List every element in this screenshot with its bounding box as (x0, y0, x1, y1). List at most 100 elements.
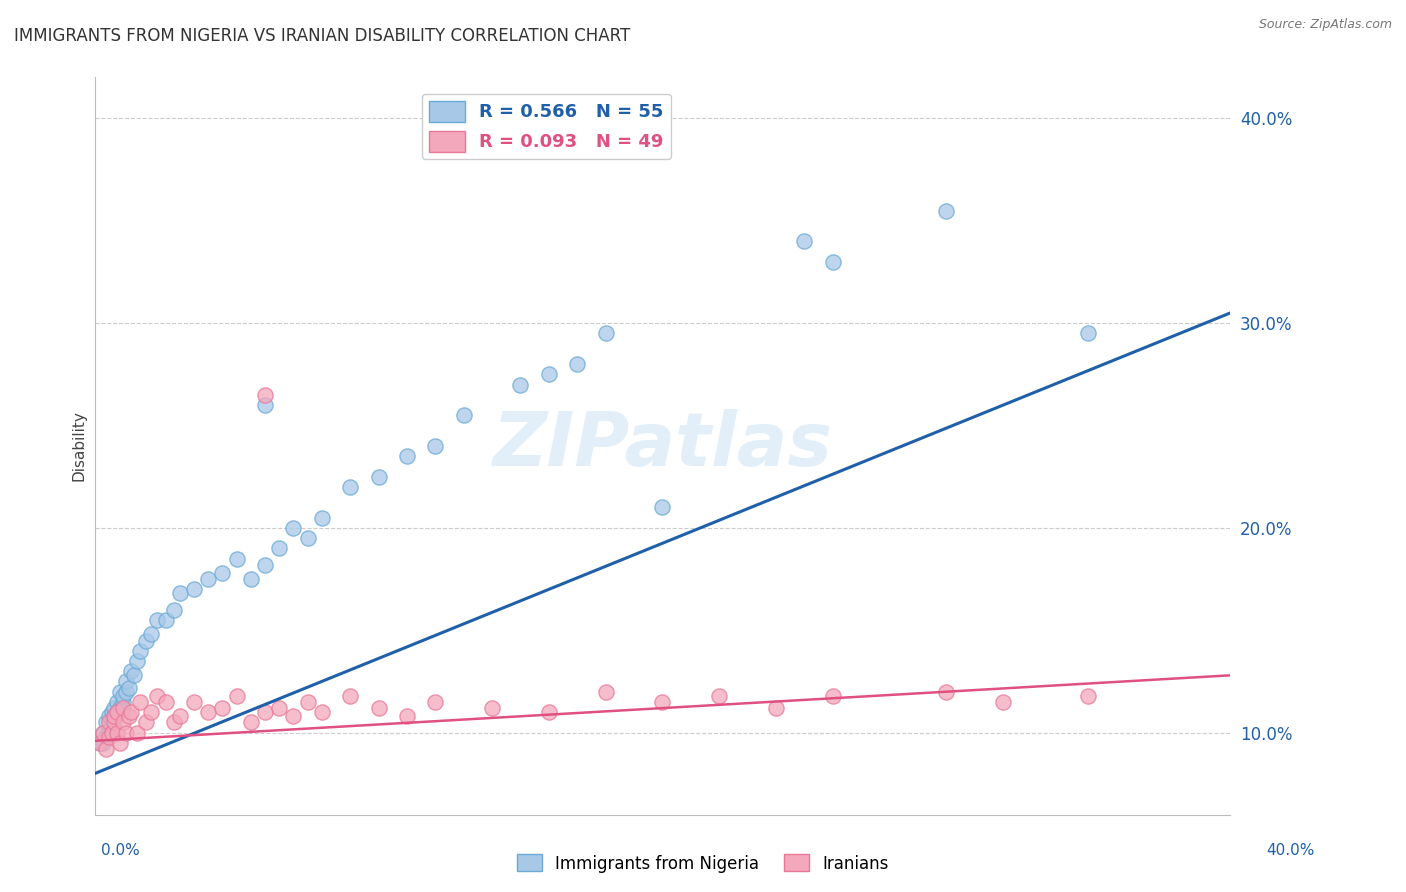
Point (395, 449, 418, 463)
Point (297, 695, 319, 709)
Point (94, 742, 117, 756)
Point (537, 368, 560, 382)
Text: IMMIGRANTS FROM NIGERIA VS IRANIAN DISABILITY CORRELATION CHART: IMMIGRANTS FROM NIGERIA VS IRANIAN DISAB… (14, 27, 630, 45)
Point (114, 684, 136, 698)
Point (100, 705, 122, 719)
Point (395, 709, 418, 723)
Point (124, 668, 146, 682)
Point (537, 705, 560, 719)
Point (97, 709, 120, 723)
Text: Source: ZipAtlas.com: Source: ZipAtlas.com (1258, 18, 1392, 31)
Point (311, 510, 333, 524)
Point (509, 377, 531, 392)
Point (114, 674, 136, 689)
Point (935, 203, 957, 218)
Point (197, 705, 219, 719)
Point (339, 480, 361, 494)
Point (425, 695, 447, 709)
Point (111, 689, 134, 703)
Point (481, 701, 503, 715)
Point (146, 689, 169, 703)
Point (339, 689, 361, 703)
Point (253, 388, 276, 402)
Point (108, 736, 131, 750)
Point (105, 695, 128, 709)
Point (269, 541, 291, 556)
Point (169, 586, 191, 600)
Point (183, 695, 205, 709)
Point (567, 357, 589, 371)
Point (129, 644, 152, 658)
Point (97, 715, 120, 730)
Point (183, 582, 205, 597)
Point (105, 725, 128, 739)
Point (94, 715, 117, 730)
Point (765, 701, 787, 715)
Point (103, 715, 125, 730)
Legend: Immigrants from Nigeria, Iranians: Immigrants from Nigeria, Iranians (510, 847, 896, 880)
Point (127, 725, 149, 739)
Point (367, 469, 389, 483)
Point (709, 689, 731, 703)
Point (225, 551, 247, 566)
Text: ZIPatlas: ZIPatlas (492, 409, 832, 483)
Point (239, 715, 262, 730)
Point (100, 715, 122, 730)
Point (169, 709, 191, 723)
Point (111, 715, 134, 730)
Point (197, 572, 219, 586)
Point (239, 572, 262, 586)
Legend: R = 0.566   N = 55, R = 0.093   N = 49: R = 0.566 N = 55, R = 0.093 N = 49 (422, 94, 671, 159)
Point (121, 705, 143, 719)
Point (211, 566, 233, 580)
Point (253, 398, 276, 412)
Text: 40.0%: 40.0% (1267, 843, 1315, 858)
Point (103, 709, 125, 723)
Point (651, 500, 673, 515)
Point (105, 705, 128, 719)
Y-axis label: Disability: Disability (72, 410, 86, 482)
Point (135, 715, 157, 730)
Point (97, 730, 120, 744)
Point (91, 736, 114, 750)
Point (1077, 326, 1099, 341)
Point (114, 725, 136, 739)
Point (155, 613, 177, 627)
Point (121, 665, 143, 679)
Point (935, 684, 957, 698)
Point (993, 695, 1015, 709)
Point (283, 709, 305, 723)
Point (129, 695, 152, 709)
Point (311, 705, 333, 719)
Point (453, 409, 475, 423)
Point (269, 701, 291, 715)
Point (793, 234, 815, 248)
Point (100, 725, 122, 739)
Point (651, 695, 673, 709)
Point (141, 627, 163, 641)
Point (595, 684, 617, 698)
Point (211, 701, 233, 715)
Point (283, 521, 305, 535)
Point (91, 725, 114, 739)
Point (163, 603, 186, 617)
Point (146, 613, 169, 627)
Point (297, 531, 319, 545)
Point (117, 709, 139, 723)
Point (595, 326, 617, 341)
Point (253, 705, 276, 719)
Point (103, 701, 125, 715)
Point (821, 254, 844, 268)
Point (89, 736, 111, 750)
Point (135, 633, 157, 648)
Point (97, 725, 120, 739)
Point (94, 730, 117, 744)
Point (89, 736, 111, 750)
Point (141, 705, 163, 719)
Point (103, 709, 125, 723)
Point (108, 684, 131, 698)
Point (1077, 689, 1099, 703)
Point (367, 701, 389, 715)
Point (155, 695, 177, 709)
Point (108, 701, 131, 715)
